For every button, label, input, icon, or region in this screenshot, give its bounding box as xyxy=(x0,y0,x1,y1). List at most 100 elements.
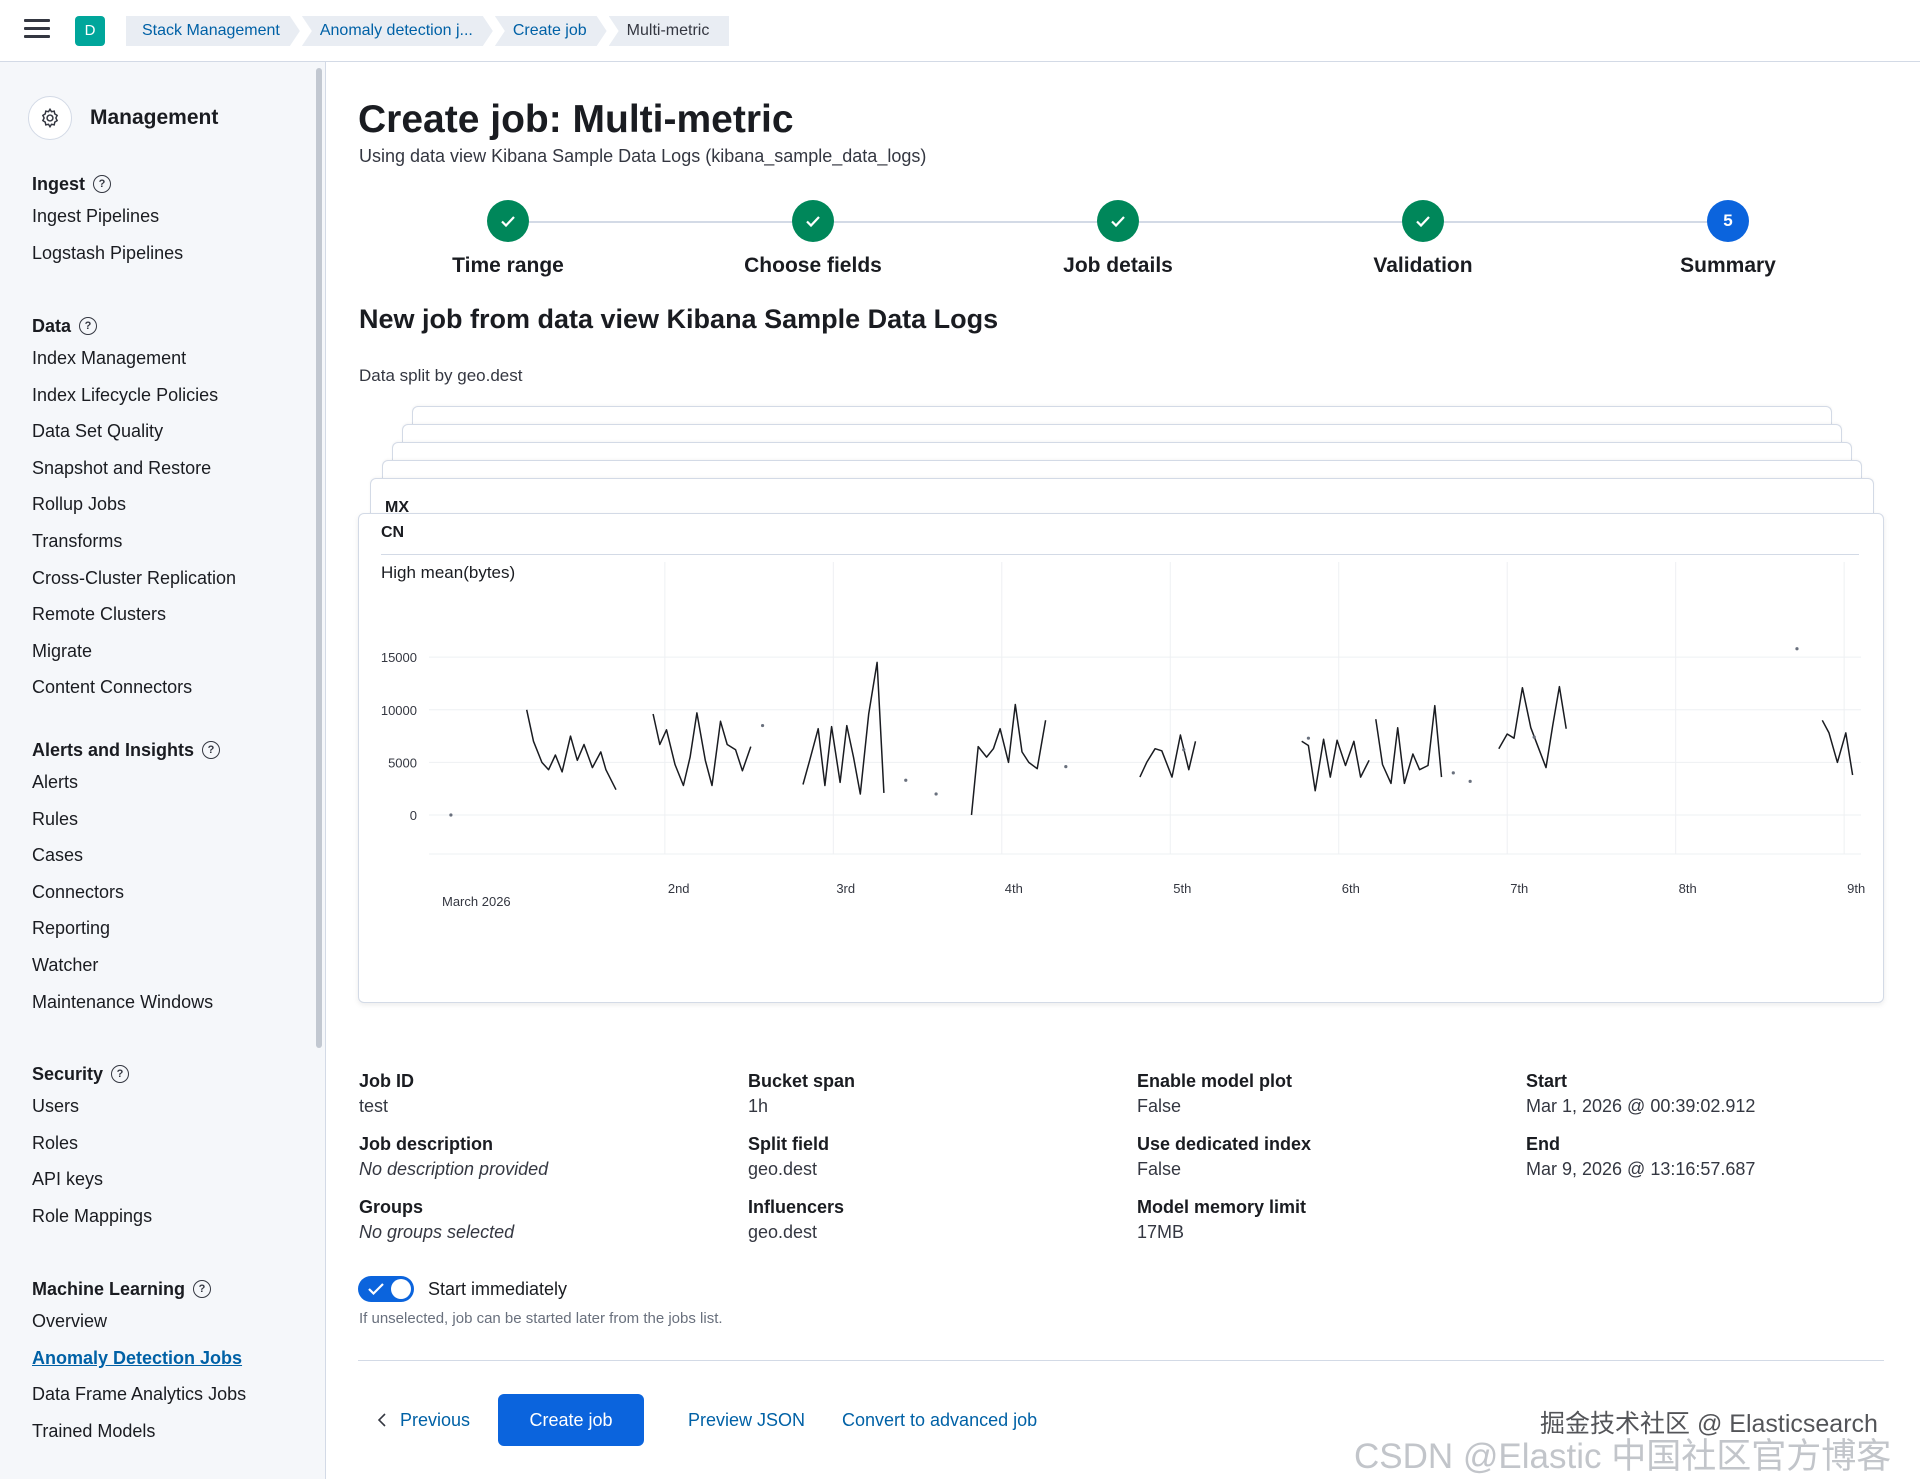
split-card-label: CN xyxy=(381,524,405,541)
breadcrumb-anomaly-detection-jobs[interactable]: Anomaly detection j... xyxy=(302,16,493,46)
step-validation[interactable]: Validation xyxy=(1273,200,1573,278)
summary-column-4: Start Mar 1, 2026 @ 00:39:02.912 End Mar… xyxy=(1526,1069,1906,1195)
step-label: Summary xyxy=(1680,254,1776,277)
step-label: Time range xyxy=(452,254,564,277)
sidebar-item-index-management[interactable]: Index Management xyxy=(32,348,187,368)
page-title: Create job: Multi-metric xyxy=(358,98,794,141)
split-card-mx[interactable]: MX xyxy=(370,478,1874,519)
sidebar-item-watcher[interactable]: Watcher xyxy=(32,954,99,975)
sidebar-item-content-connectors[interactable]: Content Connectors xyxy=(32,677,193,698)
check-icon xyxy=(1097,200,1139,242)
preview-json-button[interactable]: Preview JSON xyxy=(688,1410,806,1430)
sidebar-item-logstash-pipelines[interactable]: Logstash Pipelines xyxy=(32,242,184,263)
summary-bucket-span: Bucket span 1h xyxy=(748,1069,1128,1132)
step-job-details[interactable]: Job details xyxy=(968,200,1268,278)
sidebar-item-maintenance-windows[interactable]: Maintenance Windows xyxy=(32,991,214,1012)
nav-group-title: Security xyxy=(32,1063,104,1084)
sidebar-item-roles[interactable]: Roles xyxy=(32,1132,79,1153)
step-choose-fields[interactable]: Choose fields xyxy=(663,200,963,278)
y-tick-label: 15000 xyxy=(381,650,417,665)
breadcrumb-multi-metric: Multi-metric xyxy=(608,16,730,46)
data-point xyxy=(1451,771,1455,775)
summary-value: 17MB xyxy=(1137,1222,1185,1242)
nav-group-title: Data xyxy=(32,315,72,336)
sidebar-item-overview[interactable]: Overview xyxy=(32,1311,108,1331)
data-point xyxy=(1064,764,1068,769)
data-point xyxy=(1468,779,1472,783)
sidebar-item-reporting[interactable]: Reporting xyxy=(32,918,111,939)
y-tick-label: 10000 xyxy=(381,703,417,718)
summary-value: No groups selected xyxy=(359,1222,515,1242)
sidebar-item-ingest-pipelines[interactable]: Ingest Pipelines xyxy=(32,206,160,226)
series-line xyxy=(525,709,617,791)
sidebar-item-data-frame-analytics-jobs[interactable]: Data Frame Analytics Jobs xyxy=(32,1384,247,1405)
nav-group-title: Alerts and Insights xyxy=(32,739,195,760)
previous-button[interactable]: Previous xyxy=(376,1394,470,1446)
sidebar-scrollbar[interactable] xyxy=(316,68,322,1048)
summary-value: False xyxy=(1137,1159,1182,1179)
x-tick-label: 3rd xyxy=(836,881,855,896)
summary-start: Start Mar 1, 2026 @ 00:39:02.912 xyxy=(1526,1069,1906,1132)
sidebar-header: Management xyxy=(28,96,218,140)
sidebar-item-role-mappings[interactable]: Role Mappings xyxy=(32,1205,153,1226)
step-label: Validation xyxy=(1373,254,1473,277)
series-line xyxy=(1139,734,1197,778)
summary-end: End Mar 9, 2026 @ 13:16:57.687 xyxy=(1526,1132,1906,1195)
previous-button-label: Previous xyxy=(400,1410,471,1430)
data-point xyxy=(1532,735,1536,739)
summary-value: geo.dest xyxy=(748,1222,818,1242)
sidebar-item-migrate[interactable]: Migrate xyxy=(32,640,93,661)
split-field-label: Data split by geo.dest xyxy=(359,366,523,385)
question-icon[interactable]: ? xyxy=(79,317,98,335)
summary-value: False xyxy=(1137,1096,1182,1116)
question-icon[interactable]: ? xyxy=(111,1065,130,1083)
summary-label: Model memory limit xyxy=(1137,1197,1307,1217)
hamburger-menu-icon[interactable] xyxy=(24,19,50,41)
step-summary: 5 Summary xyxy=(1578,200,1878,278)
sidebar-item-index-lifecycle-policies[interactable]: Index Lifecycle Policies xyxy=(32,384,219,405)
summary-use-dedicated-index: Use dedicated index False xyxy=(1137,1132,1517,1195)
nav-group-machine-learning: Machine Learning? Overview Anomaly Detec… xyxy=(32,1275,246,1449)
sidebar-item-trained-models[interactable]: Trained Models xyxy=(32,1420,156,1441)
question-icon[interactable]: ? xyxy=(193,1280,212,1298)
summary-value: 1h xyxy=(748,1096,769,1116)
breadcrumb-stack-management[interactable]: Stack Management xyxy=(126,16,300,46)
question-icon[interactable]: ? xyxy=(202,741,221,759)
step-label: Job details xyxy=(1063,254,1173,277)
series-line xyxy=(1821,719,1854,776)
sidebar-item-users[interactable]: Users xyxy=(32,1096,80,1116)
page-subtitle: Using data view Kibana Sample Data Logs … xyxy=(359,146,927,166)
data-point xyxy=(760,723,765,728)
sidebar-item-rollup-jobs[interactable]: Rollup Jobs xyxy=(32,494,127,515)
watermark-csdn: CSDN @Elastic 中国社区官方博客 xyxy=(1354,1437,1892,1476)
sidebar-item-rules[interactable]: Rules xyxy=(32,808,79,829)
sidebar-item-cases[interactable]: Cases xyxy=(32,845,84,866)
sidebar-item-alerts[interactable]: Alerts xyxy=(32,772,79,792)
question-icon[interactable]: ? xyxy=(93,175,112,193)
section-title: New job from data view Kibana Sample Dat… xyxy=(359,304,999,334)
start-immediately-switch[interactable] xyxy=(358,1276,414,1302)
sidebar-item-snapshot-and-restore[interactable]: Snapshot and Restore xyxy=(32,457,212,478)
summary-value: Mar 9, 2026 @ 13:16:57.687 xyxy=(1526,1159,1756,1179)
summary-label: End xyxy=(1526,1134,1560,1154)
split-card-label: MX xyxy=(385,499,409,516)
breadcrumb: Stack Management Anomaly detection j... … xyxy=(126,16,731,46)
data-point xyxy=(1306,736,1311,740)
sidebar-item-api-keys[interactable]: API keys xyxy=(32,1169,104,1190)
step-time-range[interactable]: Time range xyxy=(358,200,658,278)
sidebar-item-data-set-quality[interactable]: Data Set Quality xyxy=(32,421,164,442)
convert-to-advanced-job-button[interactable]: Convert to advanced job xyxy=(842,1410,1038,1430)
sidebar-item-cross-cluster-replication[interactable]: Cross-Cluster Replication xyxy=(32,567,237,588)
sidebar-item-remote-clusters[interactable]: Remote Clusters xyxy=(32,604,167,625)
check-icon xyxy=(487,200,529,242)
breadcrumb-create-job[interactable]: Create job xyxy=(495,16,607,46)
start-immediately-label[interactable]: Start immediately xyxy=(428,1278,568,1299)
sidebar-item-anomaly-detection-jobs[interactable]: Anomaly Detection Jobs xyxy=(32,1347,243,1368)
sidebar-item-connectors[interactable]: Connectors xyxy=(32,881,125,902)
job-summary: Job ID test Job description No descripti… xyxy=(359,1069,1919,1259)
nav-group-data: Data? Index Management Index Lifecycle P… xyxy=(32,312,236,706)
space-avatar[interactable]: D xyxy=(75,16,105,46)
create-job-button[interactable]: Create job xyxy=(498,1394,644,1446)
x-tick-label: 9th xyxy=(1847,881,1865,896)
sidebar-item-transforms[interactable]: Transforms xyxy=(32,530,123,551)
